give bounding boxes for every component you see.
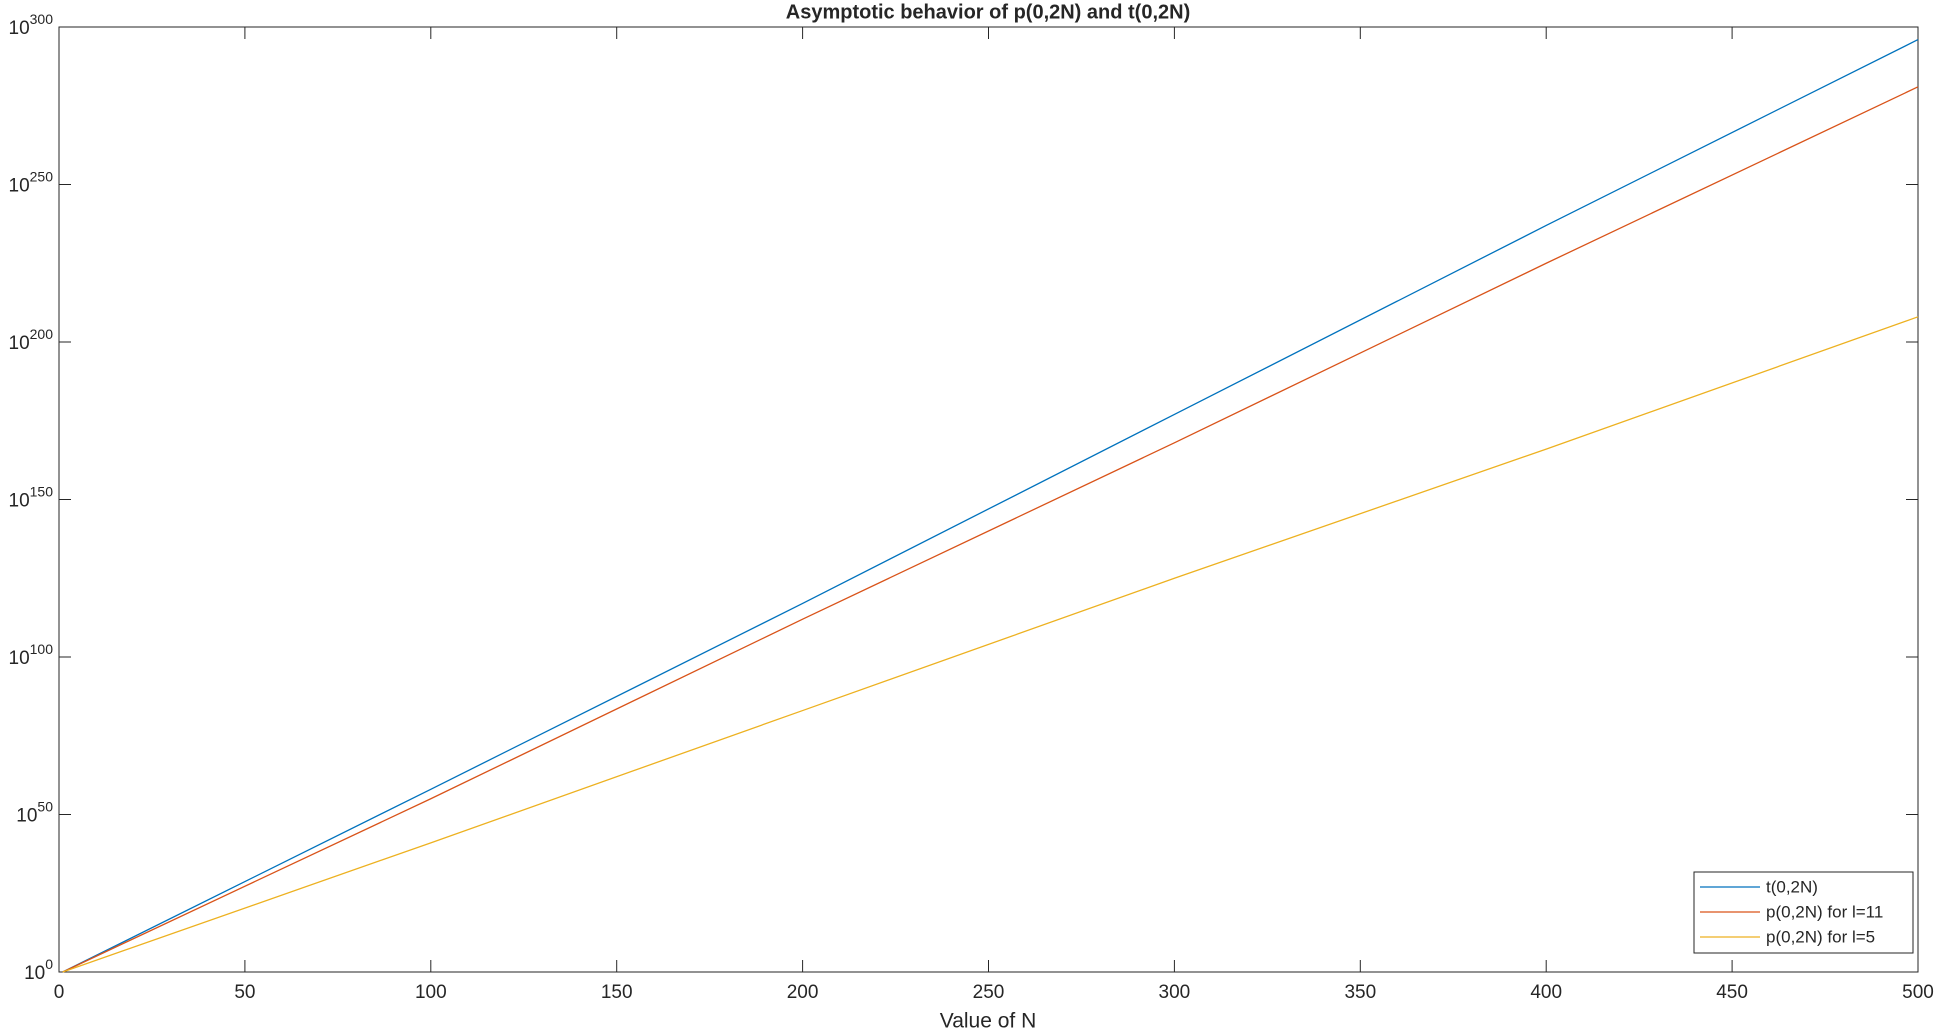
x-tick-label: 0	[54, 982, 65, 1003]
x-tick-label: 500	[1902, 982, 1934, 1003]
series-line	[62, 316, 1919, 973]
x-tick-label: 100	[415, 982, 447, 1003]
exponent: 300	[30, 11, 54, 27]
x-tick-label: 350	[1344, 982, 1376, 1003]
y-tick-label: 10100	[9, 641, 54, 669]
base: 10	[24, 963, 45, 984]
base: 10	[9, 18, 30, 39]
x-tick-label: 150	[601, 982, 633, 1003]
plot-frame	[58, 26, 1919, 973]
legend-label: p(0,2N) for l=5	[1766, 927, 1875, 946]
y-tick-label: 10200	[9, 326, 54, 354]
exponent: 50	[37, 798, 53, 814]
x-tick-label: 200	[787, 982, 819, 1003]
y-tick-label: 10300	[9, 11, 54, 39]
x-tick-label: 400	[1530, 982, 1562, 1003]
exponent: 0	[45, 956, 53, 972]
base: 10	[16, 806, 37, 827]
y-tick-label: 1050	[16, 798, 53, 826]
base: 10	[9, 648, 30, 669]
base: 10	[9, 333, 30, 354]
x-tick-label: 250	[973, 982, 1005, 1003]
y-tick-label: 100	[24, 956, 53, 984]
exponent: 250	[30, 168, 54, 184]
y-tick-label: 10150	[9, 483, 54, 511]
x-tick-label: 300	[1159, 982, 1191, 1003]
series-line	[62, 86, 1919, 973]
chart-title: Asymptotic behavior of p(0,2N) and t(0,2…	[786, 1, 1191, 23]
x-axis-label: Value of N	[940, 1010, 1037, 1033]
legend-label: p(0,2N) for l=11	[1766, 902, 1883, 921]
base: 10	[9, 491, 30, 512]
base: 10	[9, 176, 30, 197]
exponent: 150	[30, 483, 54, 499]
exponent: 100	[30, 641, 54, 657]
y-tick-label: 10250	[9, 168, 54, 196]
x-tick-label: 50	[234, 982, 255, 1003]
series-line	[62, 39, 1919, 973]
legend-label: t(0,2N)	[1766, 877, 1818, 896]
x-tick-label: 450	[1716, 982, 1748, 1003]
exponent: 200	[30, 326, 54, 342]
